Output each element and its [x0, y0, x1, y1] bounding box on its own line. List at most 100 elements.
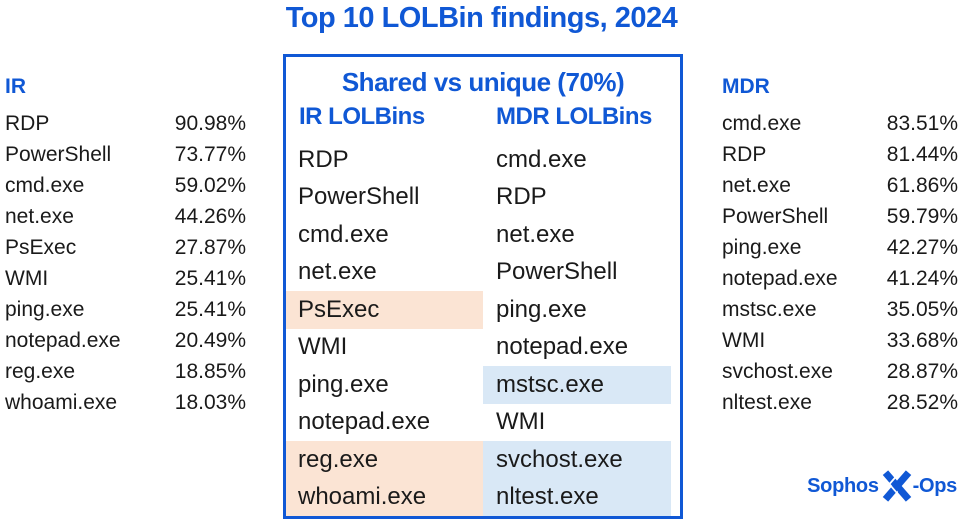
- lolbin-percent: 28.52%: [886, 390, 958, 414]
- lolbin-percent: 73.77%: [174, 142, 246, 166]
- lolbin-percent: 27.87%: [174, 235, 246, 259]
- lolbin-name: cmd.exe: [722, 111, 802, 135]
- page-title: Top 10 LOLBin findings, 2024: [285, 2, 678, 34]
- table-row: mstsc.exe 35.05%: [722, 294, 958, 325]
- ir-findings-table: IR RDP 90.98% PowerShell 73.77% cmd.exe …: [5, 74, 246, 418]
- table-row: cmd.exe 83.51%: [722, 108, 958, 139]
- lolbin-name: notepad.exe: [722, 266, 838, 290]
- lolbin-percent: 83.51%: [886, 111, 958, 135]
- mdr-table-header: MDR: [722, 75, 770, 98]
- panel-title: Shared vs unique (70%): [341, 67, 625, 97]
- panel-row: PowerShell RDP: [286, 179, 680, 217]
- lolbin-percent: 61.86%: [886, 173, 958, 197]
- table-row: net.exe 44.26%: [5, 201, 246, 232]
- lolbin-percent: 59.79%: [886, 204, 958, 228]
- panel-row: net.exe PowerShell: [286, 254, 680, 292]
- logo-text-sophos: Sophos: [807, 474, 879, 497]
- panel-row: cmd.exe net.exe: [286, 216, 680, 254]
- table-row: PowerShell 73.77%: [5, 139, 246, 170]
- panel-row: whoami.exe nltest.exe: [286, 478, 680, 516]
- table-row: PowerShell 59.79%: [722, 201, 958, 232]
- mdr-lolbin-cell: PowerShell: [496, 258, 618, 286]
- lolbin-percent: 44.26%: [174, 204, 246, 228]
- ir-lolbin-cell: cmd.exe: [298, 220, 389, 248]
- table-row: reg.exe 18.85%: [5, 356, 246, 387]
- panel-column-headers: IR LOLBins MDR LOLBins: [286, 103, 680, 131]
- ir-lolbin-cell: WMI: [298, 333, 348, 361]
- lolbin-name: WMI: [722, 328, 766, 352]
- lolbin-percent: 18.85%: [174, 359, 246, 383]
- lolbin-name: PowerShell: [5, 142, 112, 166]
- lolbin-percent: 25.41%: [174, 266, 246, 290]
- lolbin-percent: 35.05%: [886, 297, 958, 321]
- lolbin-name: PsExec: [5, 235, 77, 259]
- mdr-findings-table: MDR cmd.exe 83.51% RDP 81.44% net.exe 61…: [722, 74, 958, 418]
- ir-lolbins-header: IR LOLBins: [299, 103, 425, 130]
- table-row: PsExec 27.87%: [5, 232, 246, 263]
- lolbin-percent: 42.27%: [886, 235, 958, 259]
- table-row: whoami.exe 18.03%: [5, 387, 246, 418]
- table-row: RDP 90.98%: [5, 108, 246, 139]
- panel-row: ping.exe mstsc.exe: [286, 366, 680, 404]
- table-row: ping.exe 42.27%: [722, 232, 958, 263]
- lolbin-name: notepad.exe: [5, 328, 121, 352]
- lolbin-percent: 33.68%: [886, 328, 958, 352]
- lolbin-name: svchost.exe: [722, 359, 833, 383]
- lolbin-percent: 18.03%: [174, 390, 246, 414]
- ir-lolbin-cell: PsExec: [286, 291, 483, 329]
- x-ops-x-icon: [879, 470, 911, 502]
- lolbin-percent: 28.87%: [886, 359, 958, 383]
- ir-lolbin-cell: ping.exe: [298, 370, 389, 398]
- lolbin-name: ping.exe: [5, 297, 85, 321]
- sophos-xops-logo: Sophos -Ops: [807, 470, 957, 502]
- mdr-lolbin-cell: notepad.exe: [496, 333, 629, 361]
- lolbin-name: ping.exe: [722, 235, 802, 259]
- lolbin-name: net.exe: [5, 204, 74, 228]
- mdr-lolbin-cell: mstsc.exe: [483, 366, 671, 404]
- lolbin-name: mstsc.exe: [722, 297, 817, 321]
- lolbin-name: nltest.exe: [722, 390, 812, 414]
- mdr-lolbin-cell: svchost.exe: [483, 441, 671, 479]
- mdr-lolbin-cell: WMI: [496, 408, 546, 436]
- panel-row: reg.exe svchost.exe: [286, 441, 680, 479]
- mdr-lolbins-header: MDR LOLBins: [496, 103, 652, 130]
- table-row: WMI 33.68%: [722, 325, 958, 356]
- table-row: notepad.exe 41.24%: [722, 263, 958, 294]
- panel-row: RDP cmd.exe: [286, 141, 680, 179]
- shared-vs-unique-panel: Shared vs unique (70%) IR LOLBins MDR LO…: [283, 54, 683, 519]
- mdr-lolbin-cell: nltest.exe: [483, 478, 671, 516]
- ir-lolbin-cell: notepad.exe: [298, 408, 431, 436]
- lolbin-name: whoami.exe: [5, 390, 118, 414]
- lolbin-percent: 41.24%: [886, 266, 958, 290]
- ir-lolbin-cell: RDP: [298, 145, 349, 173]
- table-row: RDP 81.44%: [722, 139, 958, 170]
- lolbin-name: RDP: [5, 111, 50, 135]
- table-row: nltest.exe 28.52%: [722, 387, 958, 418]
- ir-lolbin-cell: PowerShell: [298, 183, 420, 211]
- table-row: notepad.exe 20.49%: [5, 325, 246, 356]
- panel-row: WMI notepad.exe: [286, 329, 680, 367]
- table-row: WMI 25.41%: [5, 263, 246, 294]
- table-row: cmd.exe 59.02%: [5, 170, 246, 201]
- lolbin-percent: 20.49%: [174, 328, 246, 352]
- lolbin-name: WMI: [5, 266, 49, 290]
- panel-rows: RDP cmd.exe PowerShell RDP cmd.exe net.e…: [286, 141, 680, 516]
- lolbin-name: net.exe: [722, 173, 791, 197]
- table-row: net.exe 61.86%: [722, 170, 958, 201]
- lolbin-percent: 59.02%: [174, 173, 246, 197]
- mdr-lolbin-cell: net.exe: [496, 220, 575, 248]
- ir-lolbin-cell: whoami.exe: [286, 478, 483, 516]
- ir-table-header: IR: [5, 75, 26, 98]
- lolbin-percent: 90.98%: [174, 111, 246, 135]
- logo-text-ops: -Ops: [912, 474, 958, 497]
- lolbin-name: RDP: [722, 142, 767, 166]
- ir-lolbin-cell: reg.exe: [286, 441, 483, 479]
- mdr-lolbin-cell: ping.exe: [496, 295, 587, 323]
- table-row: ping.exe 25.41%: [5, 294, 246, 325]
- mdr-lolbin-cell: cmd.exe: [496, 145, 587, 173]
- lolbin-percent: 25.41%: [174, 297, 246, 321]
- mdr-lolbin-cell: RDP: [496, 183, 547, 211]
- lolbin-name: cmd.exe: [5, 173, 85, 197]
- ir-lolbin-cell: net.exe: [298, 258, 377, 286]
